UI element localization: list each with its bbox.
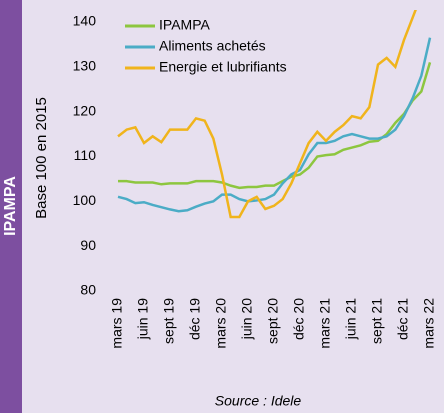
x-tick-label: sept 21 [369, 298, 385, 344]
x-tick-label: déc 21 [395, 298, 411, 340]
x-tick-label: déc 20 [291, 298, 307, 340]
plot-area [117, 10, 432, 219]
y-tick-label: 110 [74, 147, 97, 163]
line-series [118, 61, 432, 190]
side-band [0, 0, 22, 413]
x-tick-label: juin 19 [135, 298, 151, 340]
chart-title: IPAMPA [2, 176, 19, 236]
source: Source : Idele [215, 393, 302, 409]
x-tick-label: mars 22 [421, 298, 437, 349]
line-series [117, 10, 417, 219]
x-tick-label: sept 20 [265, 298, 281, 344]
legend-label: Aliments achetés [159, 38, 266, 54]
legend-label: IPAMPA [159, 17, 210, 33]
x-tick-label: mars 21 [317, 298, 333, 349]
y-axis-title: Base 100 en 2015 [33, 97, 50, 219]
line-series [117, 37, 432, 213]
x-tick-label: juin 20 [239, 298, 255, 340]
y-tick-label: 80 [80, 282, 96, 298]
x-tick-label: mars 20 [213, 298, 229, 349]
x-tick-label: déc 19 [187, 298, 203, 340]
x-tick-label: sept 19 [161, 298, 177, 344]
x-tick-label: juin 21 [343, 298, 359, 340]
y-tick-label: 100 [73, 192, 97, 208]
x-tick-label: mars 19 [109, 298, 125, 349]
y-tick-label: 140 [73, 13, 97, 29]
y-tick-label: 130 [73, 58, 97, 74]
y-tick-label: 120 [73, 102, 97, 118]
y-tick-label: 90 [80, 237, 96, 253]
legend-label: Energie et lubrifiants [159, 59, 287, 75]
